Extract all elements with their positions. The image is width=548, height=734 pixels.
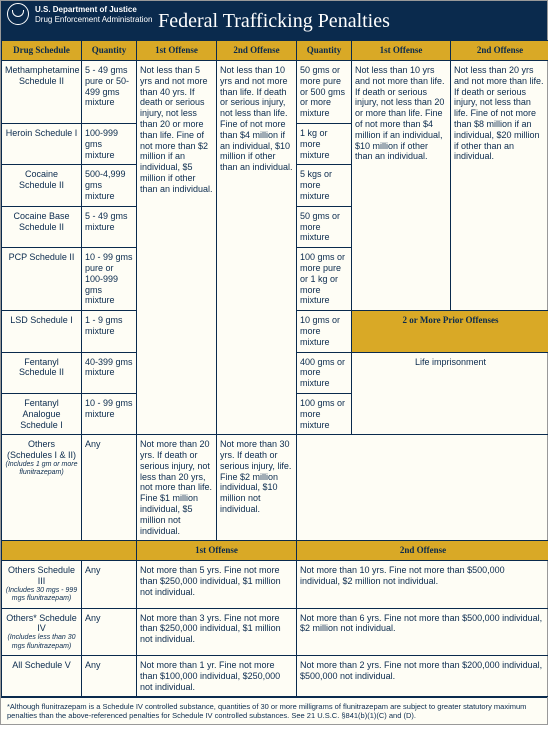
qty-cell: Any (82, 435, 137, 541)
penalty-2nd-a: Not less than 10 yrs and not more than l… (217, 60, 297, 434)
col-drug: Drug Schedule (2, 41, 82, 61)
drug-cell: Fentanyl Analogue Schedule I (2, 393, 82, 434)
drug-cell: LSD Schedule I (2, 311, 82, 352)
table-row: Methamphetamine Schedule II 5 - 49 gms p… (2, 60, 548, 123)
col-1st-2: 1st Offense (352, 41, 451, 61)
drug-cell: Cocaine Base Schedule II (2, 206, 82, 247)
drug-cell: Others* Schedule IV (Includes less than … (2, 608, 82, 655)
drug-cell: Others (Schedules I & II) (Includes 1 gm… (2, 435, 82, 541)
drug-cell: Fentanyl Schedule II (2, 352, 82, 393)
qty-cell: 5 - 49 gms pure or 50-499 gms mixture (82, 60, 137, 123)
penalty-cell: Not more than 10 yrs. Fine not more than… (297, 561, 548, 608)
table-row: All Schedule V Any Not more than 1 yr. F… (2, 656, 548, 697)
qty-cell: Any (82, 561, 137, 608)
drug-name: Others Schedule III (8, 565, 75, 586)
drug-cell: Methamphetamine Schedule II (2, 60, 82, 123)
qty-cell: 50 gms or more pure or 500 gms or more m… (297, 60, 352, 123)
qty-cell: 50 gms or more mixture (297, 206, 352, 247)
col-2nd-offense: 2nd Offense (297, 541, 548, 561)
drug-cell: Cocaine Schedule II (2, 165, 82, 206)
life-imprisonment-cell: Life imprisonment (352, 352, 548, 435)
drug-cell: Heroin Schedule I (2, 123, 82, 164)
footnote-text: *Although flunitrazepam is a Schedule IV… (1, 697, 547, 724)
qty-cell: 1 kg or more mixture (297, 123, 352, 164)
penalties-table: Drug Schedule Quantity 1st Offense 2nd O… (1, 40, 548, 697)
qty-cell: Any (82, 608, 137, 655)
qty-cell: 400 gms or more mixture (297, 352, 352, 393)
drug-cell: PCP Schedule II (2, 248, 82, 311)
penalty-cell: Not more than 1 yr. Fine not more than $… (137, 656, 297, 697)
blank-header (2, 541, 137, 561)
table-row: Others* Schedule IV (Includes less than … (2, 608, 548, 655)
drug-cell: Others Schedule III (Includes 30 mgs - 9… (2, 561, 82, 608)
col-qty-1: Quantity (82, 41, 137, 61)
drug-cell: All Schedule V (2, 656, 82, 697)
qty-cell: 500-4,999 gms mixture (82, 165, 137, 206)
header-row: Drug Schedule Quantity 1st Offense 2nd O… (2, 41, 548, 61)
penalty-1st-b: Not less than 10 yrs and not more than l… (352, 60, 451, 310)
document-header: U.S. Department of Justice Drug Enforcem… (1, 1, 547, 40)
empty-cell (297, 435, 548, 541)
col-1st-1: 1st Offense (137, 41, 217, 61)
qty-cell: 5 - 49 gms mixture (82, 206, 137, 247)
penalty-cell: Not more than 2 yrs. Fine not more than … (297, 656, 548, 697)
table-row: Others Schedule III (Includes 30 mgs - 9… (2, 561, 548, 608)
penalty-cell: Not more than 6 yrs. Fine not more than … (297, 608, 548, 655)
qty-cell: 100 gms or more mixture (297, 393, 352, 434)
sub-header-row: 1st Offense 2nd Offense (2, 541, 548, 561)
penalty-1st-a: Not less than 5 yrs and not more than 40… (137, 60, 217, 434)
col-qty-2: Quantity (297, 41, 352, 61)
col-2nd-1: 2nd Offense (217, 41, 297, 61)
dept-line-1: U.S. Department of Justice (35, 5, 137, 14)
col-2nd-2: 2nd Offense (451, 41, 548, 61)
dept-line-2: Drug Enforcement Administration (35, 15, 152, 24)
table-row: Others (Schedules I & II) (Includes 1 gm… (2, 435, 548, 541)
penalty-cell: Not more than 5 yrs. Fine not more than … (137, 561, 297, 608)
doj-seal-icon (7, 3, 29, 25)
qty-cell: 10 - 99 gms mixture (82, 393, 137, 434)
penalty-cell: Not more than 20 yrs. If death or seriou… (137, 435, 217, 541)
drug-name: Others* Schedule IV (6, 613, 77, 634)
penalties-document: U.S. Department of Justice Drug Enforcem… (0, 0, 548, 725)
qty-cell: 10 gms or more mixture (297, 311, 352, 352)
penalty-2nd-b: Not less than 20 yrs and not more than l… (451, 60, 548, 310)
qty-cell: 100-999 gms mixture (82, 123, 137, 164)
qty-cell: Any (82, 656, 137, 697)
drug-sub: (Includes 30 mgs - 999 mgs flunitrazepam… (5, 587, 78, 604)
drug-name: Others (Schedules I & II) (7, 439, 76, 460)
qty-cell: 10 - 99 gms pure or 100-999 gms mixture (82, 248, 137, 311)
col-1st-offense: 1st Offense (137, 541, 297, 561)
drug-sub: (Includes less than 30 mgs flunitrazepam… (5, 634, 78, 651)
drug-sub: (Includes 1 gm or more flunitrazepam) (5, 461, 78, 478)
qty-cell: 1 - 9 gms mixture (82, 311, 137, 352)
qty-cell: 40-399 gms mixture (82, 352, 137, 393)
qty-cell: 100 gms or more pure or 1 kg or more mix… (297, 248, 352, 311)
department-label: U.S. Department of Justice Drug Enforcem… (35, 5, 152, 24)
qty-cell: 5 kgs or more mixture (297, 165, 352, 206)
prior-offenses-header: 2 or More Prior Offenses (352, 311, 548, 352)
penalty-cell: Not more than 3 yrs. Fine not more than … (137, 608, 297, 655)
penalty-cell: Not more than 30 yrs. If death or seriou… (217, 435, 297, 541)
